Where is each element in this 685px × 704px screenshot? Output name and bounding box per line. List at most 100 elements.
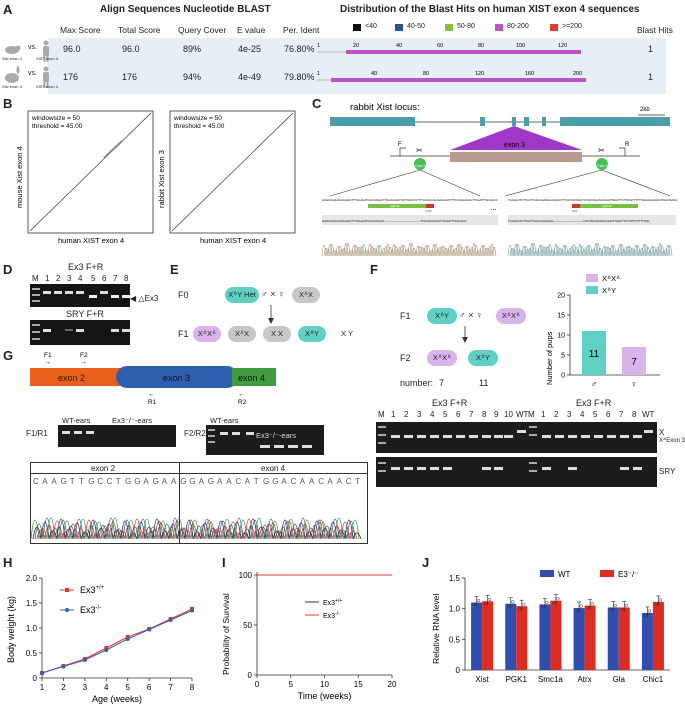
primer-f-label: F <box>398 142 402 148</box>
col-total-score: Total Score <box>118 25 161 35</box>
rna-level-chart: 0 0.5 1.0 1.5 Relative RNA level Xist PGK1 Smc1… <box>431 570 670 684</box>
h-ylabel: Body weight (kg) <box>6 596 16 663</box>
j-xtick-3: Atrx <box>577 675 591 684</box>
seq-right-mutant: TGGGACTCTTGCTTGGCAAAAGGA----------------… <box>508 219 650 223</box>
g-base-16: G <box>180 477 187 486</box>
i-xlabel: Time (weeks) <box>298 691 352 701</box>
g-base-31: C <box>318 477 324 486</box>
distribution-title: Distribution of the Blast Hits on human … <box>340 4 640 15</box>
f-ytick-label: 20 <box>557 293 565 300</box>
j-bar-2-1 <box>550 600 562 670</box>
g-base-22: C <box>235 477 242 486</box>
f-gel1-lane-4: 4 <box>430 410 435 419</box>
seq-ellipsis: ... <box>490 203 497 212</box>
g-base-25: G <box>263 477 270 486</box>
dotplot2-xlabel: human XIST exon 4 <box>200 236 266 245</box>
col-evalue: E value <box>237 25 266 35</box>
sgrna-right <box>580 204 638 208</box>
j-bar-2-0 <box>539 604 551 670</box>
i-xtick-label: 20 <box>388 680 397 689</box>
gel-d-lane-2: 2 <box>56 274 61 283</box>
blast-table-band <box>48 38 666 94</box>
g-gel1-ko: Ex3⁻/⁻-ears <box>112 416 153 425</box>
j-legend-swatch-1 <box>600 570 614 577</box>
f-legend-label-1: XᐞXᐞ <box>602 274 620 283</box>
scissors-left-icon: ✂ <box>416 146 423 155</box>
col-query-cover: Query Cover <box>178 25 227 35</box>
g-base-6: G <box>88 477 95 486</box>
j-dot2-1-0 <box>511 600 515 604</box>
row1-cover: 89% <box>183 44 202 54</box>
primer-r1-arrow: ← <box>148 391 155 398</box>
dotplot2-info-window: windowsize = 50 <box>173 115 222 122</box>
j-bar-4-0 <box>607 607 619 670</box>
g-gel2-label: F2/R2 <box>184 429 206 438</box>
track1-tick-2: 40 <box>396 43 402 49</box>
h-legend-marker-1 <box>65 608 69 612</box>
track1-tick-0: 1 <box>317 43 320 49</box>
legend-swatch-2 <box>395 24 403 31</box>
f-gel2-lane-5: 5 <box>593 410 598 419</box>
h-ytick-label: 0.5 <box>26 649 38 658</box>
legend-label-1: <40 <box>365 23 377 30</box>
dotplot2-info-threshold: threshold = 45.00 <box>174 123 225 130</box>
g-base-4: T <box>69 477 75 486</box>
gel-d-title-1: Ex3 F+R <box>68 262 104 272</box>
j-xtick-2: Smc1a <box>538 675 563 684</box>
f-gel1-lane-5: 5 <box>443 410 448 419</box>
j-dot2-2-0 <box>545 600 549 605</box>
f-gel2-lane-WT: WT <box>642 410 655 419</box>
gel-d-ex3 <box>30 284 130 307</box>
j-dot2-4-1 <box>624 603 628 608</box>
primer-f2-label: F2 <box>80 352 88 359</box>
f-gel1-lanes: M 1 2 3 4 5 6 7 8 9 10 WT <box>378 410 528 422</box>
e-f1-label: F1 <box>178 329 189 339</box>
dotplot1-info-threshold: threshold = 45.00 <box>32 123 83 130</box>
dotplot1-ylabel: mouse Xist exon 4 <box>15 146 24 208</box>
g-base-17: G <box>189 477 196 486</box>
f-gel1-ex3 <box>376 422 530 453</box>
row2-left-label: Xist exon 3 <box>2 84 22 89</box>
pam-left <box>426 204 434 208</box>
row1-ident: 76.80% <box>284 44 315 54</box>
h-xtick-label: 4 <box>104 683 109 692</box>
j-dot-1-1 <box>518 606 522 610</box>
j-ytick-label: 0.5 <box>449 635 461 644</box>
i-xtick-label: 10 <box>320 680 329 689</box>
g-gel1-wt: WT-ears <box>62 416 91 425</box>
exon4-box <box>232 368 276 386</box>
track2-tick-1: 40 <box>371 71 377 77</box>
h-point-1-2 <box>82 658 87 662</box>
species-mouse-human: vs. Xist exon 4 XIST exon 4 <box>2 40 58 64</box>
f-gel1-lane-10: 10 <box>504 410 513 419</box>
gel-d-title-2: SRY F+R <box>66 309 104 319</box>
g-base-29: A <box>299 477 306 486</box>
g-base-24: T <box>253 477 259 486</box>
g-base-14: A <box>161 477 168 486</box>
e-f1-1: XᐞXᐞ <box>193 326 221 342</box>
h-point-1-7 <box>190 608 194 613</box>
f-gel2-lane-2: 2 <box>554 410 559 419</box>
row2-ident: 79.80% <box>284 72 315 82</box>
j-dot-4-0 <box>609 607 613 612</box>
legend-label-4: 80-200 <box>507 23 529 30</box>
e-arrow <box>268 305 274 324</box>
primer-f-arrow <box>399 147 406 156</box>
i-ytick-label: 50 <box>243 621 252 630</box>
g-base-1: A <box>42 477 48 486</box>
panel-label-c: C <box>312 96 322 111</box>
g-base-32: A <box>327 477 333 486</box>
f-gel2-lane-4: 4 <box>580 410 585 419</box>
g-base-7: C <box>97 477 104 486</box>
track1-tick-5: 100 <box>516 43 525 49</box>
track2-tick-3: 120 <box>475 71 484 77</box>
chromatogram-left-red <box>323 242 497 257</box>
scale-label: 2kb <box>640 107 650 113</box>
i-ylabel: Probability of Survival <box>221 593 231 675</box>
f-gel2-lanes: M 1 2 3 4 5 6 7 8 WT <box>528 410 658 422</box>
f-arrow <box>462 326 468 343</box>
f-bar-0 <box>582 331 606 375</box>
g-base-34: C <box>345 477 352 486</box>
panel-label-b: B <box>3 96 13 111</box>
